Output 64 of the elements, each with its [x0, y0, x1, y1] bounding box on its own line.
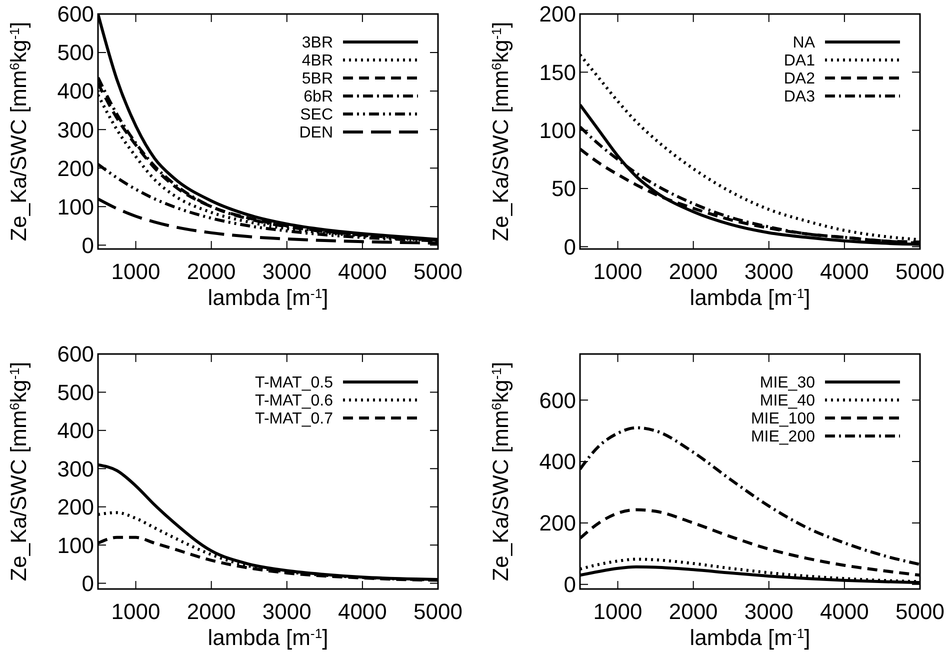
x-tick-label: 1000: [111, 259, 160, 284]
y-tick-label: 100: [539, 118, 576, 144]
y-tick-label: 600: [57, 342, 94, 367]
y-tick-label: 500: [57, 380, 94, 405]
x-tick-label: 4000: [338, 259, 387, 284]
x-tick-label: 1000: [111, 599, 160, 624]
y-tick-label: 0: [564, 234, 576, 260]
y-tick-label: 500: [57, 40, 94, 66]
y-tick-label: 0: [564, 572, 576, 598]
y-tick-label: 150: [539, 60, 576, 85]
x-tick-label: 2000: [186, 259, 236, 284]
y-tick-label: 0: [82, 232, 94, 258]
x-tick-label: 2000: [668, 599, 718, 624]
x-tick-label: 3000: [744, 259, 794, 284]
x-axis-title: lambda [m$^{-1}$]: [690, 625, 810, 650]
y-tick-label: 100: [57, 194, 94, 220]
x-tick-label: 2000: [186, 599, 236, 624]
x-tick-label: 5000: [896, 259, 944, 284]
x-tick-label: 5000: [414, 599, 462, 624]
legend-label: T-MAT_0.7: [255, 410, 334, 428]
x-tick-label: 3000: [744, 599, 794, 624]
legend-label: MIE_200: [750, 428, 816, 446]
legend-label: DEN: [299, 124, 333, 142]
y-tick-label: 200: [539, 510, 576, 536]
x-axis-title: lambda [m$^{-1}$]: [690, 285, 810, 310]
x-axis-title: lambda [m$^{-1}$]: [208, 285, 328, 310]
y-tick-label: 50: [552, 176, 576, 202]
legend-label: MIE_100: [750, 410, 816, 428]
y-tick-label: 400: [57, 78, 94, 104]
legend-label: 4BR: [302, 52, 333, 70]
y-tick-label: 200: [57, 156, 94, 181]
y-tick-label: 300: [57, 456, 94, 482]
x-tick-label: 4000: [338, 599, 387, 624]
x-tick-label: 1000: [593, 599, 642, 624]
x-tick-label: 4000: [820, 259, 869, 284]
legend-label: NA: [792, 34, 816, 52]
legend-label: T-MAT_0.6: [255, 392, 334, 410]
legend-label: DA3: [784, 88, 816, 106]
legend-label: 6bR: [304, 88, 333, 106]
y-tick-label: 0: [82, 570, 94, 596]
legend-label: MIE_40: [760, 392, 816, 410]
y-tick-label: 400: [57, 418, 94, 444]
x-tick-label: 4000: [820, 599, 869, 624]
x-tick-label: 2000: [668, 259, 718, 284]
legend-label: 5BR: [302, 70, 333, 88]
legend-label: T-MAT_0.5: [255, 374, 334, 392]
y-tick-label: 400: [539, 449, 576, 474]
y-tick-label: 600: [57, 2, 94, 27]
y-tick-label: 600: [539, 388, 576, 413]
y-tick-label: 100: [57, 532, 94, 558]
legend-label: 3BR: [302, 34, 333, 52]
x-tick-label: 3000: [262, 599, 312, 624]
y-tick-label: 200: [57, 494, 94, 520]
x-tick-label: 5000: [414, 259, 462, 284]
legend-label: SEC: [300, 106, 333, 124]
x-tick-label: 5000: [896, 599, 944, 624]
legend-label: DA1: [784, 52, 816, 70]
x-tick-label: 3000: [262, 259, 312, 284]
x-tick-label: 1000: [593, 259, 642, 284]
y-tick-label: 200: [539, 2, 576, 27]
y-tick-label: 300: [57, 117, 94, 142]
x-axis-title: lambda [m$^{-1}$]: [208, 625, 328, 650]
legend-label: DA2: [784, 70, 816, 88]
legend-label: MIE_30: [760, 374, 816, 392]
